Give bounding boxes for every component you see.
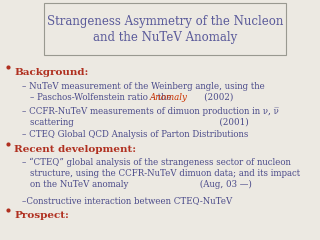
Text: Background:: Background: xyxy=(14,68,88,77)
Text: – CCFR-NuTeV measurements of dimuon production in ν, ν̅: – CCFR-NuTeV measurements of dimuon prod… xyxy=(22,107,279,116)
Text: structure, using the CCFR-NuTeV dimuon data; and its impact: structure, using the CCFR-NuTeV dimuon d… xyxy=(30,169,300,178)
Text: Anomaly: Anomaly xyxy=(150,93,188,102)
Text: on the NuTeV anomaly                          (Aug, 03 —): on the NuTeV anomaly (Aug, 03 —) xyxy=(30,180,252,189)
Text: – “CTEQ” global analysis of the strangeness sector of nucleon: – “CTEQ” global analysis of the strangen… xyxy=(22,158,291,167)
Text: – Paschos-Wolfenstein ratio – the: – Paschos-Wolfenstein ratio – the xyxy=(30,93,174,102)
Text: – CTEQ Global QCD Analysis of Parton Distributions: – CTEQ Global QCD Analysis of Parton Dis… xyxy=(22,130,248,139)
Text: – NuTeV measurement of the Weinberg angle, using the: – NuTeV measurement of the Weinberg angl… xyxy=(22,82,265,91)
FancyBboxPatch shape xyxy=(44,3,286,55)
Text: scattering                                                     (2001): scattering (2001) xyxy=(30,118,249,127)
Text: (2002): (2002) xyxy=(174,93,234,102)
Text: Strangeness Asymmetry of the Nucleon: Strangeness Asymmetry of the Nucleon xyxy=(47,14,283,28)
Text: Recent development:: Recent development: xyxy=(14,145,136,154)
Text: Prospect:: Prospect: xyxy=(14,211,69,220)
Text: and the NuTeV Anomaly: and the NuTeV Anomaly xyxy=(93,31,237,44)
Text: –Constructive interaction between CTEQ-NuTeV: –Constructive interaction between CTEQ-N… xyxy=(22,196,232,205)
